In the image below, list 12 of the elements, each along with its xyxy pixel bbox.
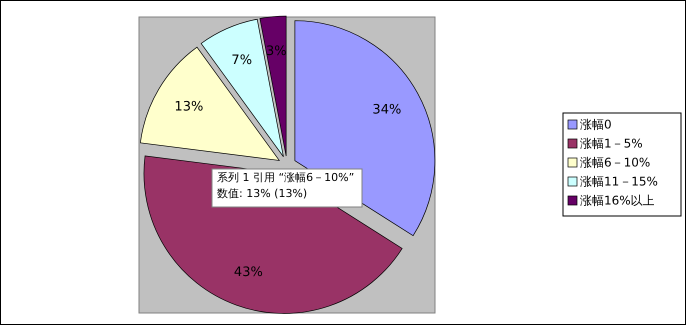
legend-label: 涨幅11－15%	[580, 174, 658, 188]
legend-label: 涨幅6－10%	[580, 155, 650, 170]
data-label: 7%	[231, 52, 252, 68]
legend-label: 涨幅1－5%	[580, 136, 643, 150]
legend-label: 涨幅16%以上	[580, 193, 655, 208]
data-label: 13%	[174, 100, 204, 115]
legend-label: 涨幅0	[580, 117, 612, 132]
text: 数值: 13% (13%)	[217, 187, 308, 200]
data-label: 34%	[372, 102, 402, 118]
data-label: 43%	[234, 264, 263, 280]
text: 系列 1 引用 “涨幅6－10%”	[217, 171, 354, 184]
data-label: 3%	[266, 44, 287, 60]
